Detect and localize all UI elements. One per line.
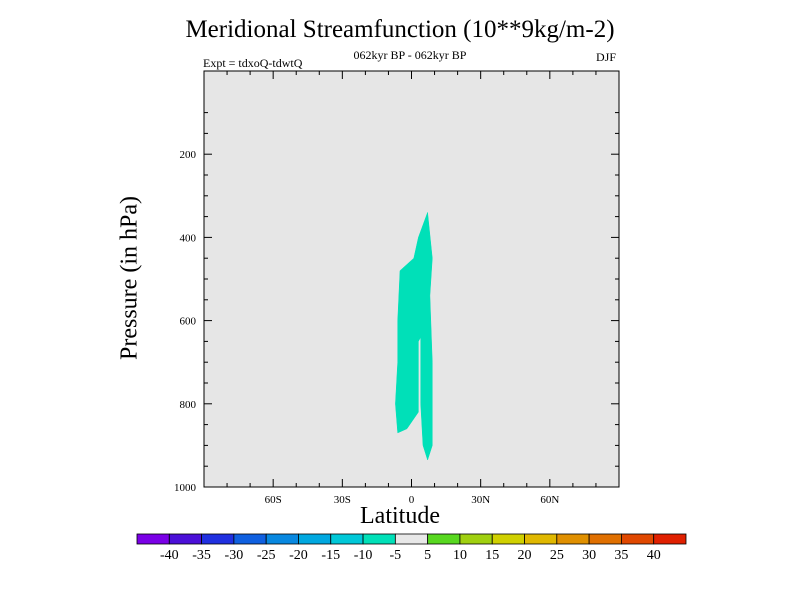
- contour-region-0: [395, 212, 433, 461]
- colorbar-box: [556, 533, 590, 545]
- colorbar-box: [588, 533, 622, 545]
- x-tick-label: 30S: [334, 494, 351, 506]
- colorbar-label: 40: [647, 548, 661, 563]
- colorbar-box: [136, 533, 170, 545]
- colorbar-label: -25: [257, 548, 276, 563]
- colorbar-box: [362, 533, 396, 545]
- colorbar-box: [524, 533, 558, 545]
- colorbar-box: [298, 533, 332, 545]
- y-tick-label: 400: [180, 232, 197, 244]
- y-tick-label: 1000: [174, 482, 197, 494]
- colorbar-box: [427, 533, 461, 545]
- y-tick-label: 800: [180, 399, 197, 411]
- colorbar-label: -5: [390, 548, 402, 563]
- colorbar-label: -40: [160, 548, 179, 563]
- colorbar-label: 20: [518, 548, 532, 563]
- colorbar-label: 15: [485, 548, 499, 563]
- colorbar-box: [459, 533, 493, 545]
- colorbar-box: [233, 533, 267, 545]
- colorbar-label: -10: [354, 548, 373, 563]
- colorbar-box: [265, 533, 299, 545]
- x-axis: 60S 30S 0 30N 60N: [226, 71, 597, 506]
- colorbar-label: 10: [453, 548, 467, 563]
- colorbar-label: -15: [321, 548, 340, 563]
- x-tick-label: 0: [409, 494, 415, 506]
- colorbar-box: [201, 533, 235, 545]
- y-tick-label: 600: [180, 316, 197, 328]
- colorbar-label: 35: [614, 548, 628, 563]
- colorbar-label: 5: [424, 548, 431, 563]
- x-axis-title: Latitude: [360, 503, 440, 529]
- colorbar-box: [394, 533, 429, 545]
- colorbar-label: -20: [289, 548, 308, 563]
- x-tick-label: 60S: [265, 494, 282, 506]
- season-label: DJF: [596, 50, 617, 64]
- colorbar-box: [330, 533, 364, 545]
- colorbar-box: [491, 533, 525, 545]
- colorbar-label: 25: [550, 548, 564, 563]
- experiment-label: Expt = tdxoQ-tdwtQ: [203, 56, 303, 70]
- contour-regions: [395, 212, 433, 461]
- colorbar-box: [653, 533, 687, 545]
- chart-subtitle: 062kyr BP - 062kyr BP: [353, 48, 467, 62]
- colorbar-label: -35: [192, 548, 211, 563]
- colorbar-box: [621, 533, 655, 545]
- x-tick-label: 60N: [540, 494, 559, 506]
- colorbar-label: 30: [582, 548, 596, 563]
- chart-title: Meridional Streamfunction (10**9kg/m-2): [185, 16, 615, 43]
- y-tick-label: 200: [180, 149, 197, 161]
- colorbar-box: [168, 533, 202, 545]
- x-tick-label: 30N: [471, 494, 490, 506]
- colorbar-label: -30: [225, 548, 244, 563]
- colorbar: -40 -35 -30 -25 -20 -15 -10 -5 5 10 15 20 25 30 35 40: [136, 533, 687, 563]
- y-axis: 200 400 600 800 1000: [174, 112, 619, 494]
